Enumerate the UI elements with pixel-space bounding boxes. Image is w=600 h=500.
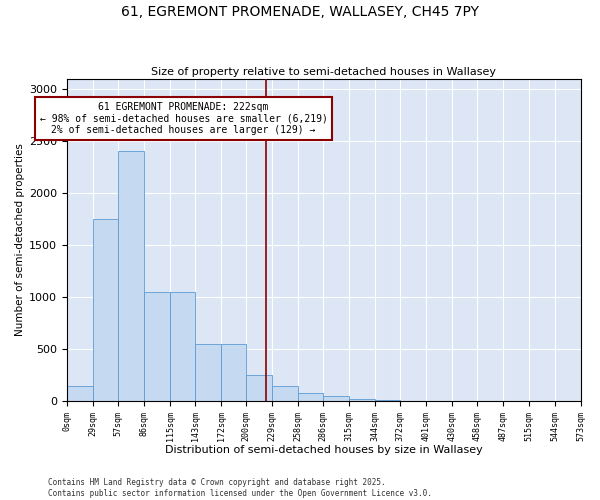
Bar [144, 292, 170, 401]
Bar [246, 375, 272, 401]
Bar [118, 152, 144, 401]
Bar [349, 399, 375, 401]
Text: 61, EGREMONT PROMENADE, WALLASEY, CH45 7PY: 61, EGREMONT PROMENADE, WALLASEY, CH45 7… [121, 5, 479, 19]
Bar [323, 396, 349, 401]
Y-axis label: Number of semi-detached properties: Number of semi-detached properties [15, 144, 25, 336]
Text: Contains HM Land Registry data © Crown copyright and database right 2025.
Contai: Contains HM Land Registry data © Crown c… [48, 478, 432, 498]
Bar [67, 386, 93, 401]
Bar [375, 400, 400, 401]
X-axis label: Distribution of semi-detached houses by size in Wallasey: Distribution of semi-detached houses by … [165, 445, 482, 455]
Title: Size of property relative to semi-detached houses in Wallasey: Size of property relative to semi-detach… [151, 66, 496, 76]
Bar [298, 393, 323, 401]
Bar [93, 219, 118, 401]
Bar [170, 292, 195, 401]
Bar [221, 344, 246, 401]
Text: 61 EGREMONT PROMENADE: 222sqm
← 98% of semi-detached houses are smaller (6,219)
: 61 EGREMONT PROMENADE: 222sqm ← 98% of s… [40, 102, 328, 134]
Bar [400, 400, 427, 401]
Bar [195, 344, 221, 401]
Bar [272, 386, 298, 401]
